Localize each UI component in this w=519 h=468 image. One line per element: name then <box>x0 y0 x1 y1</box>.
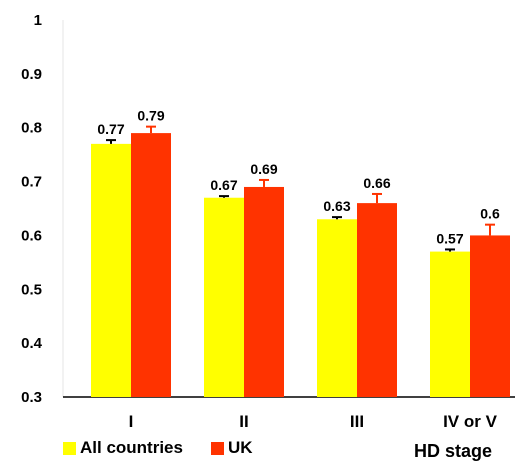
y-tick-label: 0.3 <box>21 389 42 406</box>
data-label: 0.69 <box>250 161 277 177</box>
legend-swatch-uk <box>210 441 224 455</box>
legend-item-all-countries: All countries <box>63 438 183 458</box>
bar <box>470 235 510 397</box>
bars <box>91 133 510 397</box>
bar <box>244 186 284 397</box>
data-label: 0.66 <box>363 175 390 191</box>
x-category-label: I <box>129 412 134 431</box>
bar <box>91 143 131 397</box>
data-label: 0.6 <box>480 206 500 222</box>
y-tick-label: 0.4 <box>21 335 43 352</box>
bar <box>430 251 470 397</box>
data-labels: 0.77 0.79 0.67 0.69 0.63 0.66 0.57 0.6 <box>97 108 500 247</box>
y-tick-label: 0.6 <box>21 227 42 244</box>
bar <box>357 203 397 397</box>
error-bars <box>106 125 495 252</box>
y-tick-label: 0.7 <box>21 174 42 191</box>
bar <box>131 133 171 397</box>
legend-label-all-countries: All countries <box>80 438 183 457</box>
y-tick-labels: 0.3 0.4 0.5 0.6 0.7 0.8 0.9 1 <box>21 12 43 406</box>
x-category-label: IV or V <box>443 412 498 431</box>
bar <box>317 219 357 397</box>
y-tick-label: 1 <box>34 12 42 29</box>
data-label: 0.79 <box>137 108 164 124</box>
y-tick-label: 0.8 <box>21 120 42 137</box>
legend-label-uk: UK <box>227 438 253 457</box>
x-category-label: II <box>239 412 248 431</box>
bar <box>204 197 244 397</box>
data-label: 0.57 <box>436 230 463 246</box>
y-tick-label: 0.9 <box>21 66 42 83</box>
x-axis-title: HD stage <box>414 441 493 461</box>
data-label: 0.77 <box>97 121 124 137</box>
legend-item-uk: UK <box>210 438 253 458</box>
legend: All countries UK <box>63 436 281 460</box>
y-tick-label: 0.5 <box>21 281 42 298</box>
data-label: 0.67 <box>210 177 237 193</box>
data-label: 0.63 <box>323 198 350 214</box>
legend-swatch-all-countries <box>63 441 76 455</box>
x-category-labels: I II III IV or V <box>129 412 498 431</box>
x-category-label: III <box>350 412 364 431</box>
